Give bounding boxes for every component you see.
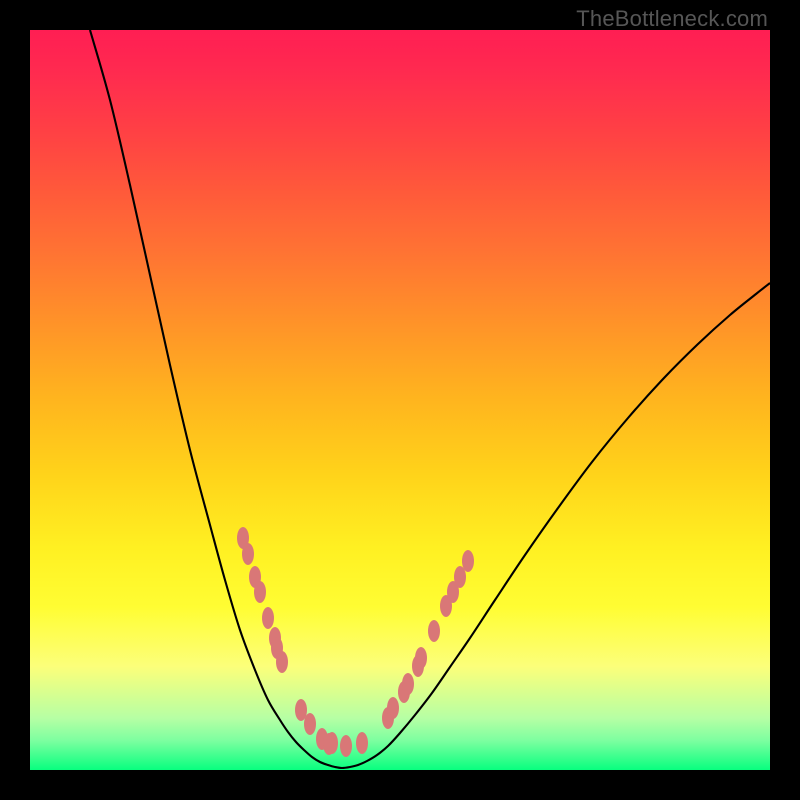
data-marker <box>276 651 288 673</box>
data-marker <box>323 733 335 755</box>
data-marker <box>402 673 414 695</box>
data-marker <box>356 732 368 754</box>
data-marker <box>428 620 440 642</box>
data-marker <box>415 647 427 669</box>
data-marker <box>262 607 274 629</box>
data-markers <box>237 527 474 757</box>
curve-layer <box>30 30 770 770</box>
bottleneck-curve <box>90 30 770 768</box>
data-marker <box>304 713 316 735</box>
watermark-text: TheBottleneck.com <box>576 6 768 32</box>
chart-frame: TheBottleneck.com <box>0 0 800 800</box>
plot-area <box>30 30 770 770</box>
data-marker <box>387 697 399 719</box>
data-marker <box>340 735 352 757</box>
data-marker <box>254 581 266 603</box>
data-marker <box>242 543 254 565</box>
data-marker <box>462 550 474 572</box>
